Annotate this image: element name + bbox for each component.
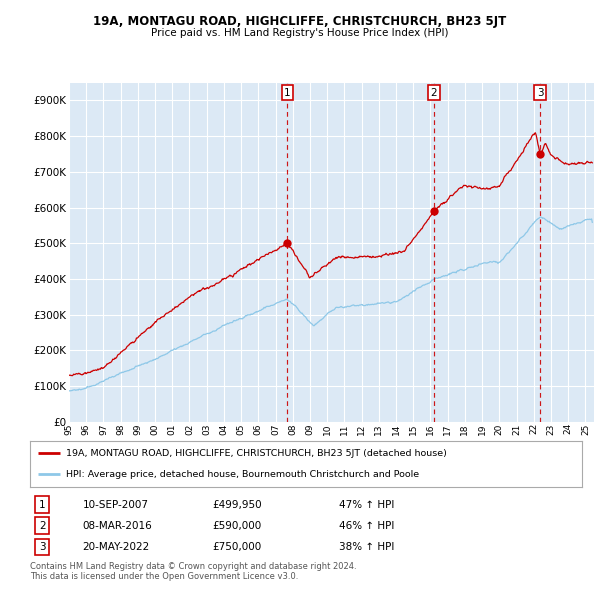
Text: £750,000: £750,000: [212, 542, 262, 552]
Text: 2: 2: [39, 521, 46, 531]
Text: HPI: Average price, detached house, Bournemouth Christchurch and Poole: HPI: Average price, detached house, Bour…: [66, 470, 419, 479]
Text: 46% ↑ HPI: 46% ↑ HPI: [339, 521, 394, 531]
Text: 19A, MONTAGU ROAD, HIGHCLIFFE, CHRISTCHURCH, BH23 5JT: 19A, MONTAGU ROAD, HIGHCLIFFE, CHRISTCHU…: [94, 15, 506, 28]
Text: 3: 3: [39, 542, 46, 552]
Text: 38% ↑ HPI: 38% ↑ HPI: [339, 542, 394, 552]
Text: £590,000: £590,000: [212, 521, 262, 531]
Text: Price paid vs. HM Land Registry's House Price Index (HPI): Price paid vs. HM Land Registry's House …: [151, 28, 449, 38]
Text: Contains HM Land Registry data © Crown copyright and database right 2024.: Contains HM Land Registry data © Crown c…: [30, 562, 356, 571]
Text: 3: 3: [537, 88, 544, 98]
Text: 10-SEP-2007: 10-SEP-2007: [82, 500, 148, 510]
Text: 47% ↑ HPI: 47% ↑ HPI: [339, 500, 394, 510]
Text: 20-MAY-2022: 20-MAY-2022: [82, 542, 149, 552]
Text: 1: 1: [39, 500, 46, 510]
Text: 2: 2: [430, 88, 437, 98]
Text: This data is licensed under the Open Government Licence v3.0.: This data is licensed under the Open Gov…: [30, 572, 298, 581]
Text: 08-MAR-2016: 08-MAR-2016: [82, 521, 152, 531]
Text: £499,950: £499,950: [212, 500, 262, 510]
Text: 19A, MONTAGU ROAD, HIGHCLIFFE, CHRISTCHURCH, BH23 5JT (detached house): 19A, MONTAGU ROAD, HIGHCLIFFE, CHRISTCHU…: [66, 448, 447, 458]
Text: 1: 1: [284, 88, 291, 98]
